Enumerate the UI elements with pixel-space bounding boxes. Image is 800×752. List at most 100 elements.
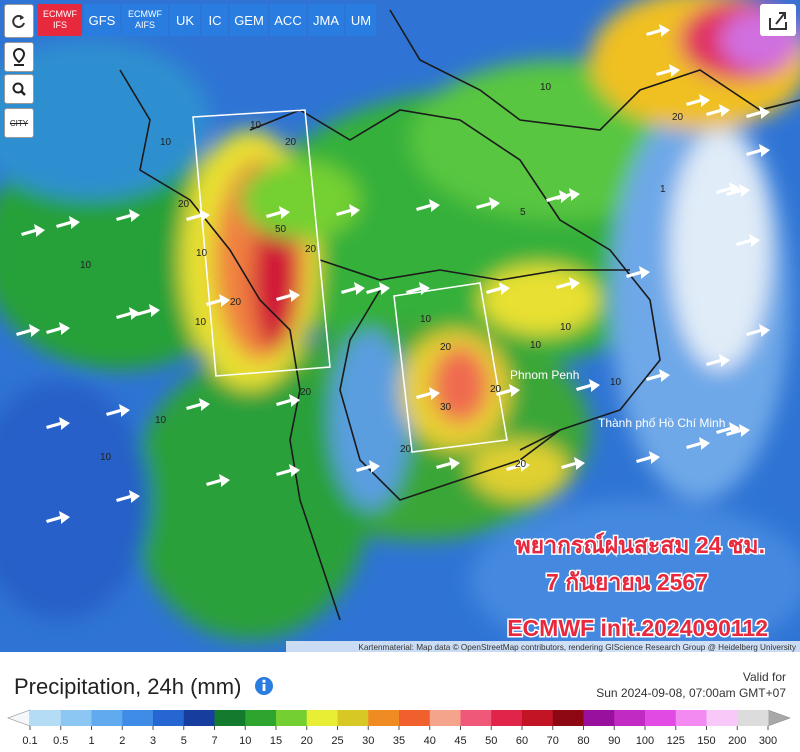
contour-label: 20 — [400, 444, 412, 455]
contour-label: 20 — [515, 459, 527, 470]
coast — [339, 289, 561, 501]
scale-label: 15 — [270, 735, 282, 747]
wind-arrow — [46, 322, 70, 335]
borders — [119, 9, 800, 621]
wind-arrow — [206, 294, 230, 307]
wind-arrow — [746, 106, 770, 119]
scale-label: 50 — [485, 735, 497, 747]
contour-label: 20 — [300, 387, 312, 398]
scale-under — [7, 709, 31, 727]
focus-box — [393, 282, 508, 453]
wind-arrow — [556, 188, 580, 201]
contour-labels: 10 20 10 20 10 50 20 10 20 10 10 20 10 30 20 20 10 10 20 10… — [80, 82, 684, 470]
model-button[interactable]: IC — [202, 4, 228, 36]
attribution-bg — [286, 641, 800, 652]
scale-segment — [614, 710, 646, 726]
model-button[interactable]: ECMWF IFS — [38, 4, 82, 36]
caption-line: ECMWF init.2024090112 — [507, 615, 768, 641]
wind-arrow — [436, 457, 460, 470]
wind-arrow — [276, 289, 300, 302]
wind-arrow — [686, 437, 710, 450]
model-button[interactable]: GEM — [230, 4, 268, 36]
scale-segment — [214, 710, 246, 726]
scale-segment — [337, 710, 369, 726]
wind-arrow — [21, 224, 45, 237]
place-label: Phnom Penh — [510, 368, 579, 382]
scale-label: 45 — [454, 735, 466, 747]
wind-arrow — [496, 384, 520, 397]
model-button[interactable]: ECMWF AIFS — [122, 4, 168, 36]
wind-arrow — [341, 282, 365, 295]
scale-over — [767, 709, 791, 727]
scale-segment — [706, 710, 738, 726]
share-icon — [769, 12, 787, 30]
wind-arrow — [576, 379, 600, 392]
model-button[interactable]: GFS — [84, 4, 120, 36]
scale-label: 90 — [608, 735, 620, 747]
scale-segment — [522, 710, 554, 726]
scale-segment — [122, 710, 154, 726]
model-button[interactable]: UK — [170, 4, 200, 36]
caption-line: พยากรณ์ฝนสะสม 24 ชม. — [516, 532, 766, 558]
scale-label: 10 — [239, 735, 251, 747]
model-button[interactable]: ACC — [270, 4, 306, 36]
model-button[interactable]: UM — [346, 4, 376, 36]
wind-arrow — [276, 394, 300, 407]
border — [119, 69, 341, 621]
scale-segment — [491, 710, 523, 726]
contour-label: 10 — [250, 120, 262, 131]
wind-arrow — [626, 266, 650, 279]
contour-label: 10 — [420, 314, 432, 325]
wind-arrow — [726, 424, 750, 437]
scale-label: 5 — [181, 735, 187, 747]
wind-arrow — [276, 464, 300, 477]
scale-label: 150 — [697, 735, 715, 747]
scale-label: 25 — [331, 735, 343, 747]
wind-arrow — [556, 277, 580, 290]
contour-label: 10 — [540, 82, 552, 93]
scale-label: 3 — [150, 735, 156, 747]
wind-arrow — [356, 460, 380, 473]
contour-label: 50 — [275, 224, 287, 235]
map: 10 20 10 20 10 50 20 10 20 10 10 20 10 30 20 20 10 10 20 10… — [0, 0, 800, 652]
contour-label: 30 — [440, 402, 452, 413]
scale-segment — [737, 710, 769, 726]
zoom-button[interactable] — [4, 74, 34, 104]
wind-arrow — [266, 206, 290, 219]
wind-arrow — [746, 144, 770, 157]
wind-arrow — [646, 24, 670, 37]
reload-icon — [12, 15, 25, 28]
wind-arrow — [686, 94, 710, 107]
contour-label: 10 — [155, 415, 167, 426]
contour-label: 20 — [305, 244, 317, 255]
contour-label: 10 — [100, 452, 112, 463]
caption: พยากรณ์ฝนสะสม 24 ชม. 7 กันยายน 2567 ECMW… — [506, 531, 770, 643]
reload-button[interactable] — [4, 4, 34, 38]
scale-segment — [399, 710, 431, 726]
contour-label: 10 — [80, 260, 92, 271]
focus-box — [192, 109, 331, 377]
place-label: Thành phố Hồ Chí Minh — [598, 416, 725, 430]
contour-label: 5 — [520, 207, 526, 218]
wind-arrow — [746, 324, 770, 337]
wind-arrow — [706, 104, 730, 117]
contour-label: 10 — [610, 377, 622, 388]
wind-arrow — [46, 511, 70, 524]
scale-label: 100 — [636, 735, 654, 747]
scale-segment — [368, 710, 400, 726]
scale-segment — [91, 710, 123, 726]
wind-arrow — [561, 457, 585, 470]
scale-label: 7 — [211, 735, 217, 747]
locate-button[interactable] — [4, 42, 34, 72]
scale-segment — [276, 710, 308, 726]
legend-title: Precipitation, 24h (mm) — [14, 674, 274, 700]
scale-label: 30 — [362, 735, 374, 747]
scale-label: 0.5 — [53, 735, 68, 747]
city-button[interactable]: CITY — [4, 108, 34, 138]
zoom-icon — [12, 82, 26, 96]
model-button[interactable]: JMA — [308, 4, 344, 36]
color-scale: 0.1 0.5 1 2 3 5 7 10 15 20 25 30 35 40 45 50 60 70 80 90 100… — [7, 709, 791, 747]
wind-arrow — [646, 369, 670, 382]
info-icon[interactable] — [254, 676, 274, 696]
